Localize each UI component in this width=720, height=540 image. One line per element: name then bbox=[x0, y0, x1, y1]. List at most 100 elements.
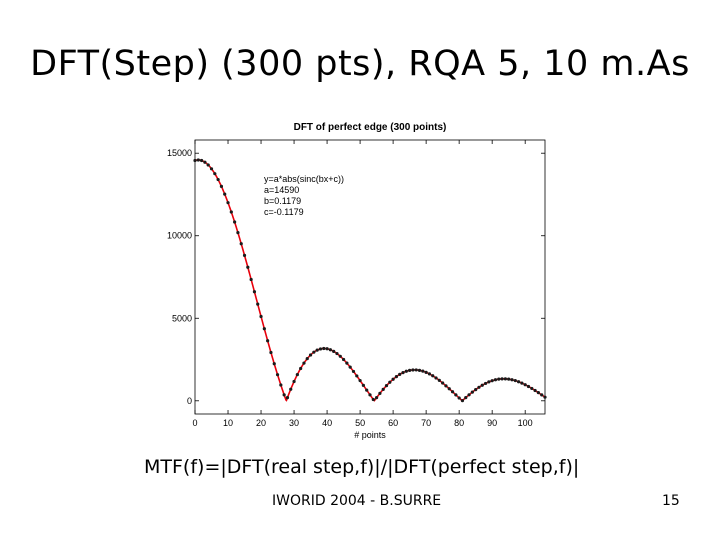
data-point bbox=[365, 388, 369, 392]
data-point bbox=[421, 369, 425, 373]
data-point bbox=[348, 365, 352, 369]
x-tick-label: 70 bbox=[421, 418, 431, 428]
data-point bbox=[424, 370, 428, 374]
data-point bbox=[427, 372, 432, 376]
data-point bbox=[203, 160, 207, 164]
y-tick-label: 0 bbox=[187, 396, 192, 406]
data-point bbox=[470, 390, 474, 394]
data-point bbox=[394, 374, 399, 379]
data-point bbox=[299, 366, 303, 371]
data-point bbox=[457, 396, 461, 400]
data-point bbox=[259, 314, 263, 319]
data-point bbox=[213, 172, 217, 176]
x-tick-label: 40 bbox=[322, 418, 332, 428]
x-tick-label: 30 bbox=[289, 418, 299, 428]
data-point bbox=[414, 368, 418, 372]
x-axis-label: # points bbox=[354, 430, 386, 440]
data-point bbox=[477, 385, 481, 389]
data-point bbox=[292, 379, 296, 384]
data-point bbox=[226, 201, 230, 205]
x-tick-label: 80 bbox=[454, 418, 464, 428]
data-point bbox=[308, 353, 313, 357]
data-point bbox=[351, 369, 356, 374]
data-point bbox=[239, 242, 243, 246]
mtf-caption: MTF(f)=|DFT(real step,f)|/|DFT(perfect s… bbox=[144, 456, 580, 478]
data-point bbox=[355, 374, 359, 378]
x-tick-label: 20 bbox=[256, 418, 266, 428]
annotation-line: c=-0.1179 bbox=[264, 207, 304, 217]
data-point bbox=[464, 396, 468, 400]
data-point bbox=[375, 396, 379, 400]
data-point bbox=[361, 383, 365, 387]
data-point bbox=[388, 380, 392, 384]
data-point bbox=[262, 327, 266, 331]
data-point bbox=[500, 377, 504, 381]
y-tick-label: 10000 bbox=[167, 231, 192, 241]
data-point bbox=[345, 361, 349, 365]
data-point bbox=[503, 377, 507, 381]
data-point bbox=[516, 380, 521, 384]
data-point bbox=[335, 351, 339, 356]
data-point bbox=[233, 220, 237, 224]
footer-text: IWORID 2004 - B.SURRE bbox=[272, 493, 442, 509]
data-point bbox=[441, 381, 445, 385]
chart-figure: DFT of perfect edge (300 points) 0 5000 10… bbox=[140, 112, 552, 444]
data-point bbox=[526, 384, 531, 389]
data-point bbox=[266, 339, 270, 343]
data-point bbox=[289, 387, 293, 391]
data-point bbox=[520, 381, 524, 385]
data-point bbox=[513, 379, 517, 383]
data-point bbox=[493, 378, 498, 382]
annotation-line: a=14590 bbox=[264, 185, 299, 195]
data-point bbox=[206, 163, 210, 167]
data-point bbox=[540, 393, 544, 397]
data-point bbox=[269, 350, 273, 355]
data-point bbox=[381, 387, 385, 391]
data-point bbox=[507, 377, 511, 381]
y-axis-ticks: 0 5000 10000 15000 bbox=[167, 148, 545, 406]
data-point bbox=[384, 384, 389, 388]
x-tick-label: 50 bbox=[355, 418, 365, 428]
x-tick-label: 0 bbox=[192, 418, 197, 428]
fit-annotation: y=a*abs(sinc(bx+c)) a=14590 b=0.1179 c=-… bbox=[264, 174, 344, 217]
data-point bbox=[536, 391, 540, 395]
data-point bbox=[275, 373, 280, 377]
data-point bbox=[328, 348, 332, 352]
data-point bbox=[533, 388, 537, 393]
y-tick-label: 15000 bbox=[167, 148, 192, 158]
data-point bbox=[368, 393, 372, 397]
x-tick-label: 60 bbox=[388, 418, 398, 428]
data-point bbox=[272, 362, 276, 366]
data-point bbox=[460, 399, 465, 403]
data-point bbox=[408, 368, 412, 372]
data-point bbox=[523, 383, 527, 387]
data-point bbox=[219, 184, 224, 188]
dft-chart: DFT of perfect edge (300 points) 0 5000 10… bbox=[140, 112, 552, 444]
data-point bbox=[338, 354, 342, 358]
data-point bbox=[391, 377, 395, 381]
x-tick-label: 10 bbox=[223, 418, 233, 428]
data-point bbox=[200, 158, 204, 163]
data-point bbox=[371, 397, 375, 402]
data-point bbox=[411, 368, 415, 372]
y-tick-label: 5000 bbox=[172, 313, 192, 323]
data-point bbox=[437, 378, 441, 382]
data-point bbox=[236, 231, 240, 235]
data-point bbox=[223, 192, 227, 196]
data-point bbox=[279, 383, 283, 387]
data-point bbox=[229, 210, 233, 214]
data-point bbox=[510, 378, 514, 382]
data-point bbox=[450, 390, 455, 394]
data-point bbox=[252, 290, 257, 294]
data-point bbox=[322, 346, 326, 351]
data-points bbox=[193, 158, 547, 403]
data-point bbox=[404, 369, 408, 373]
data-point bbox=[216, 177, 220, 182]
data-point bbox=[444, 384, 448, 388]
data-point bbox=[341, 357, 346, 362]
data-point bbox=[318, 347, 323, 351]
data-point bbox=[401, 371, 405, 375]
data-point bbox=[302, 361, 306, 365]
annotation-line: y=a*abs(sinc(bx+c)) bbox=[264, 174, 344, 184]
page-number: 15 bbox=[662, 493, 680, 509]
